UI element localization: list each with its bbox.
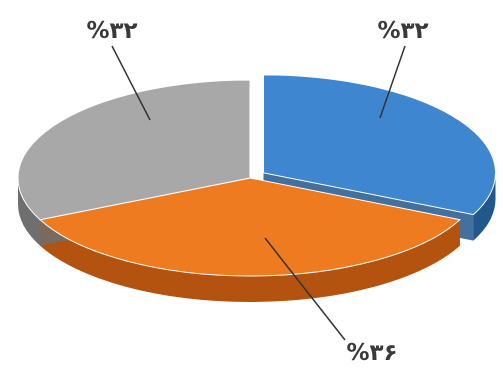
slice-label-blue: %۳۲: [377, 18, 428, 44]
pie-slice-orange: [39, 177, 461, 277]
slice-label-orange: %۳۶: [346, 340, 397, 366]
leader-line-gray: [111, 45, 151, 121]
leader-line-blue: [379, 45, 406, 119]
pie-slice-blue: [263, 74, 497, 216]
pie-tops: [17, 74, 497, 277]
pie-slice-gray: [17, 79, 251, 221]
leader-line-orange: [264, 237, 346, 341]
slice-label-gray: %۳۲: [86, 18, 137, 44]
pie-side-gray: [18, 178, 41, 246]
pie-side-orange: [40, 219, 460, 302]
slice-labels: %۳۲ %۳۶ %۳۲: [86, 18, 428, 366]
pie-side-blue: [473, 172, 496, 241]
leader-lines: [111, 45, 406, 341]
